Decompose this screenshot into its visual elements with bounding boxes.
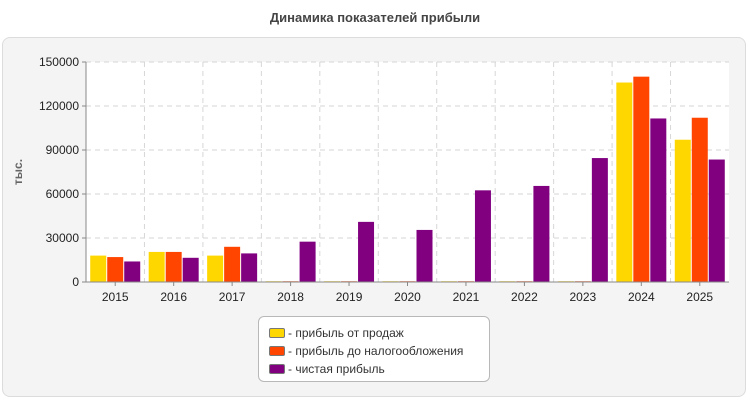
legend-swatch	[269, 346, 285, 356]
legend-label: - прибыль от продаж	[288, 326, 404, 340]
x-tick-label: 2017	[219, 290, 246, 304]
x-tick-label: 2015	[102, 290, 129, 304]
x-tick-label: 2021	[453, 290, 480, 304]
bar	[358, 221, 375, 282]
x-tick-label: 2016	[160, 290, 187, 304]
axes	[82, 61, 729, 286]
bar	[533, 185, 550, 282]
legend-item-sales: - прибыль от продаж	[269, 324, 489, 342]
y-tick-label: 150000	[39, 55, 79, 69]
bar	[107, 257, 124, 282]
y-tick-label: 30000	[46, 231, 80, 245]
legend-swatch	[269, 364, 285, 374]
bar	[474, 190, 491, 282]
bar	[708, 159, 725, 282]
legend-label: - прибыль до налогообложения	[288, 344, 464, 358]
bar	[224, 246, 241, 282]
y-tick-labels: 0 30000 60000 90000 120000 150000	[39, 55, 79, 289]
y-tick-label: 60000	[46, 187, 80, 201]
bar	[207, 255, 224, 282]
x-tick-label: 2023	[570, 290, 597, 304]
x-tick-label: 2020	[394, 290, 421, 304]
x-tick-label: 2018	[277, 290, 304, 304]
bars	[90, 76, 725, 283]
y-tick-label: 120000	[39, 99, 79, 113]
bar	[124, 261, 141, 282]
y-tick-label: 0	[72, 275, 79, 289]
bar	[633, 76, 650, 283]
bar	[165, 251, 182, 282]
chart-title: Динамика показателей прибыли	[269, 10, 481, 25]
x-tick-label: 2025	[686, 290, 713, 304]
legend-label: - чистая прибыль	[288, 362, 385, 376]
legend-item-net: - чистая прибыль	[269, 360, 489, 378]
x-tick-label: 2024	[628, 290, 655, 304]
legend-swatch	[269, 328, 285, 338]
bar	[650, 118, 667, 282]
bar	[691, 117, 708, 282]
bar	[90, 255, 107, 282]
x-tick-label: 2022	[511, 290, 538, 304]
bar	[148, 251, 165, 282]
bar	[299, 241, 316, 282]
bar	[674, 139, 691, 282]
x-tick-labels: 2015 2016 2017 2018 2019 2020 2021 2022 2023 2024…	[102, 290, 714, 304]
bar	[241, 253, 258, 282]
bar	[616, 82, 633, 283]
y-tick-label: 90000	[46, 143, 80, 157]
legend-item-pretax: - прибыль до налогообложения	[269, 342, 489, 360]
bar	[416, 229, 433, 282]
legend: - прибыль от продаж - прибыль до налогоо…	[258, 316, 490, 382]
bar	[182, 257, 199, 282]
plot-area	[86, 62, 729, 282]
y-axis-label: тыс.	[11, 159, 25, 185]
bar	[591, 158, 608, 282]
x-tick-label: 2019	[336, 290, 363, 304]
